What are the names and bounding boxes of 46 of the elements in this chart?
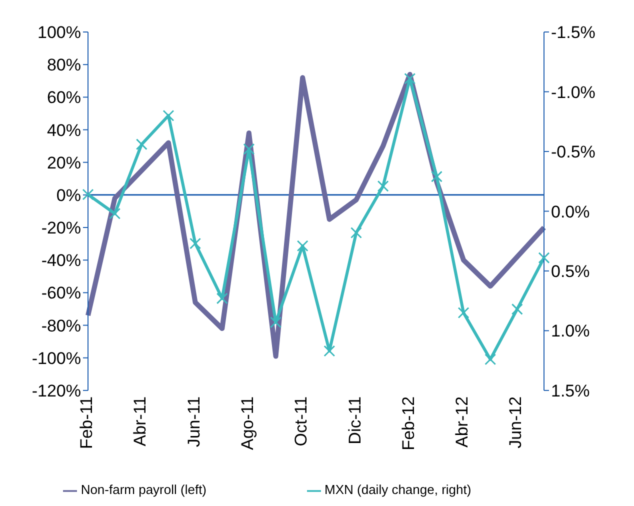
y-tick-label: 60% [46,88,81,108]
point [109,208,121,220]
x-tick-label: Dic-11 [345,396,364,444]
point [216,292,228,304]
y-tick-label: 40% [46,120,81,140]
point [324,345,336,357]
x-tick-label: Abr-12 [452,396,472,448]
point [296,240,308,252]
y-tick-label: -20% [41,218,81,238]
point [377,180,389,192]
y2-tick-label: -1.5% [551,23,596,42]
x-tick-label: Abr-11 [130,396,150,446]
y-tick-label: -40% [41,251,81,270]
point [190,238,202,250]
x-tick-label: Oct-11 [292,396,311,446]
x-tick-label: Jun-11 [184,396,204,448]
x-tick-label: Ago-11 [238,396,258,450]
y-tick-label: -100% [32,348,81,368]
point [458,307,470,319]
y2-tick-label: -1.0% [551,82,596,102]
y2-tick-label: 1.0% [551,322,590,341]
point [270,316,282,328]
y-tick-label: -80% [41,316,81,336]
y-tick-label: 100% [38,23,81,42]
x-tick-label: Jun-12 [506,396,526,448]
y2-tick-label: 1.5% [551,381,590,400]
point [350,226,362,238]
y-tick-label: 0% [56,186,81,205]
y2-tick-label: 0.0% [551,202,590,222]
point [404,72,416,84]
x-tick-label: Feb-12 [398,396,418,450]
y2-tick-label: -0.5% [551,142,596,162]
point [430,170,442,182]
y-tick-label: 20% [46,153,81,172]
point [484,354,496,366]
point [162,110,174,122]
point [511,303,523,315]
legend-label: MXN (daily change, right) [324,482,472,498]
point [243,143,255,155]
point [136,138,148,150]
point [82,188,94,200]
y-tick-label: -60% [41,284,81,303]
y-tick-label: 80% [46,56,81,75]
point [538,252,550,264]
y2-tick-label: 0.5% [551,262,590,281]
legend-label: Non-farm payroll (left) [80,482,207,498]
